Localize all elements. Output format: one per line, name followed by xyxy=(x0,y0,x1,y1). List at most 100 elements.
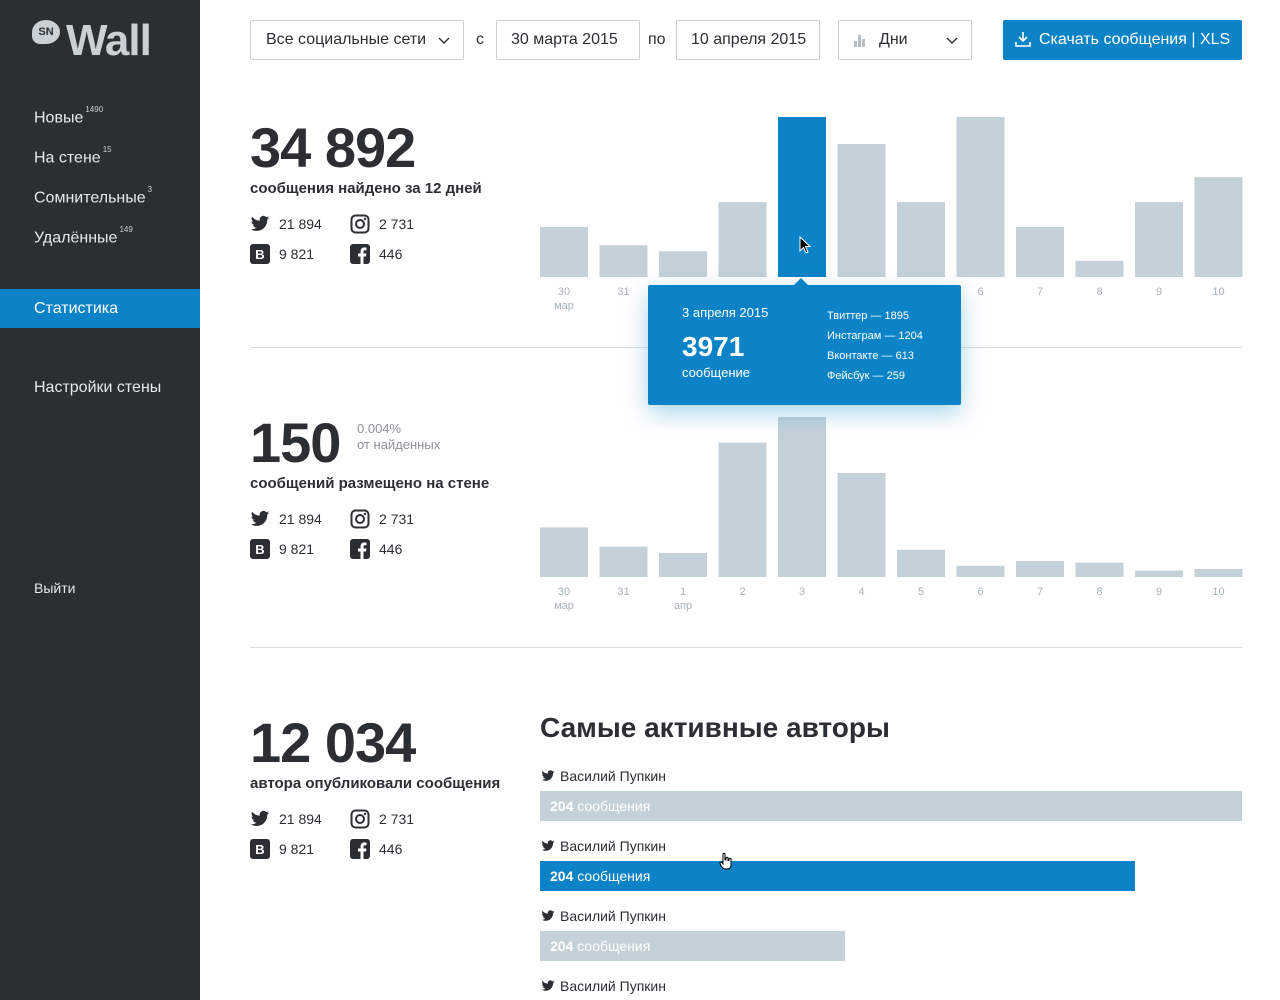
chart-bar[interactable] xyxy=(778,117,826,277)
author-bar[interactable]: 204 сообщения xyxy=(540,861,1135,891)
x-tick-label: 8 xyxy=(1096,286,1102,298)
chart-bar[interactable] xyxy=(1016,561,1064,577)
x-tick-label: 1 xyxy=(680,586,686,598)
sidebar-item-statistics[interactable]: Статистика xyxy=(0,289,200,328)
instagram-icon xyxy=(350,509,370,529)
x-tick-sublabel: апр xyxy=(674,600,692,612)
author-bar[interactable]: 204 сообщения xyxy=(540,791,1242,821)
chart-bar[interactable] xyxy=(718,442,767,577)
x-tick-label: 31 xyxy=(617,286,629,298)
chart-bar[interactable] xyxy=(718,202,767,277)
chart-bar[interactable] xyxy=(1075,562,1124,577)
x-tick-label: 6 xyxy=(977,286,983,298)
sidebar-item-label: Сомнительные xyxy=(34,189,146,207)
x-tick-label: 7 xyxy=(1037,586,1043,598)
top-authors-title: Самые активные авторы xyxy=(540,712,890,743)
author-name[interactable]: Василий Пупкин xyxy=(540,837,1242,855)
sidebar-item-new[interactable]: Новые 1490 xyxy=(0,94,200,134)
tooltip-line: Вконтакте — 613 xyxy=(827,350,914,362)
chart-bar[interactable] xyxy=(659,251,707,277)
chart-bar[interactable] xyxy=(1016,227,1064,277)
logout-link[interactable]: Выйти xyxy=(34,580,76,596)
sidebar-item-count: 3 xyxy=(147,185,153,194)
app-logo[interactable]: SN Wall xyxy=(32,16,182,68)
author-item: Василий Пупкин 204 сообщения xyxy=(540,767,1242,821)
chart-bar[interactable] xyxy=(1135,570,1183,577)
chart-bar[interactable] xyxy=(897,549,945,577)
author-name-text: Василий Пупкин xyxy=(560,768,666,784)
to-date-input[interactable] xyxy=(676,20,820,60)
sidebar-item-wall-settings[interactable]: Настройки стены xyxy=(34,379,162,396)
period-select[interactable]: Дни xyxy=(838,20,972,60)
chart-bar[interactable] xyxy=(897,202,945,277)
ratio-value: 0.004% xyxy=(357,421,402,436)
logo-text: Wall xyxy=(66,16,152,65)
instagram-icon xyxy=(350,809,370,829)
x-tick-label: 9 xyxy=(1156,286,1162,298)
author-name[interactable]: Василий Пупкин xyxy=(540,907,1242,925)
twitter-icon xyxy=(541,910,555,921)
sidebar-item-on-wall[interactable]: На стене 15 xyxy=(0,134,200,174)
count-value: 21 894 xyxy=(279,216,322,232)
vk-icon: B xyxy=(250,839,270,859)
sidebar-item-deleted[interactable]: Удалённые 149 xyxy=(0,214,200,254)
bar-chart-icon xyxy=(854,35,865,47)
tooltip-line: Фейсбук — 259 xyxy=(827,370,905,382)
download-xls-button[interactable]: Скачать сообщения | XLS xyxy=(1003,20,1242,60)
network-counts: 21 894 2 731 B 9 821 446 xyxy=(250,809,540,869)
wall-stats: 150 0.004% от найденных сообщений размеще… xyxy=(250,413,540,569)
x-tick-label: 4 xyxy=(858,586,864,598)
chart-bar[interactable] xyxy=(659,553,707,577)
chart-bar[interactable] xyxy=(1135,202,1183,277)
svg-text:B: B xyxy=(255,247,264,262)
count-value: 446 xyxy=(379,246,403,262)
chart-bar[interactable] xyxy=(778,417,826,577)
author-unit: сообщения xyxy=(577,868,651,884)
count-value: 9 821 xyxy=(279,541,315,557)
twitter-count: 21 894 xyxy=(250,509,322,529)
twitter-count: 21 894 xyxy=(250,809,322,829)
chart-bar[interactable] xyxy=(540,527,588,577)
sidebar-item-label: Новые xyxy=(34,109,84,127)
count-value: 2 731 xyxy=(379,811,415,827)
network-counts: 21 894 2 731 B 9 821 446 xyxy=(250,214,540,274)
author-name[interactable]: Василий Пупкин xyxy=(540,767,1242,785)
chart-bar[interactable] xyxy=(837,144,886,277)
section-divider xyxy=(250,647,1242,648)
twitter-icon xyxy=(250,215,270,231)
chart-bar[interactable] xyxy=(1194,569,1243,577)
author-bar[interactable]: 204 сообщения xyxy=(540,931,846,961)
twitter-icon xyxy=(541,980,555,991)
from-date-input[interactable] xyxy=(496,20,640,60)
sidebar-nav: Новые 1490 На стене 15 Сомнительные 3 Удалё… xyxy=(0,94,200,254)
chart-bar[interactable] xyxy=(837,473,886,577)
network-select[interactable]: Все социальные сети xyxy=(250,20,464,60)
count-value: 21 894 xyxy=(279,511,322,527)
author-name[interactable]: Василий Пупкин xyxy=(540,977,1242,995)
author-name-text: Василий Пупкин xyxy=(560,978,666,994)
sidebar-item-doubtful[interactable]: Сомнительные 3 xyxy=(0,174,200,214)
author-item: Василий Пупкин 204 сообщения xyxy=(540,837,1242,891)
svg-text:B: B xyxy=(255,842,264,857)
author-item: Василий Пупкин 204 сообщения xyxy=(540,907,1242,961)
chart-bar[interactable] xyxy=(1075,260,1124,277)
wall-ratio: 0.004% от найденных xyxy=(357,421,440,453)
filter-toolbar: Все социальные сети с по Дни Скачать соо… xyxy=(250,20,1242,60)
download-icon xyxy=(1015,32,1031,47)
sidebar-item-count: 15 xyxy=(102,145,112,154)
chart-tooltip: 3 апреля 2015 3971 сообщение Твиттер — 1… xyxy=(648,278,961,405)
instagram-count: 2 731 xyxy=(350,509,414,529)
chart-bar[interactable] xyxy=(956,565,1005,577)
authors-stats: 12 034 автора опубликовали сообщения 21 … xyxy=(250,713,540,869)
author-count: 204 xyxy=(550,868,574,884)
author-item: Василий Пупкин xyxy=(540,977,1242,995)
chart-bar[interactable] xyxy=(956,117,1005,277)
chart-bar[interactable] xyxy=(599,245,648,277)
chart-bar[interactable] xyxy=(1194,177,1243,277)
facebook-icon xyxy=(350,539,370,559)
tooltip-breakdown: Твиттер — 1895 Инстаграм — 1204 Вконтакт… xyxy=(827,306,923,386)
chart-bar[interactable] xyxy=(599,546,648,577)
chart-bar[interactable] xyxy=(540,227,588,277)
count-value: 2 731 xyxy=(379,216,415,232)
